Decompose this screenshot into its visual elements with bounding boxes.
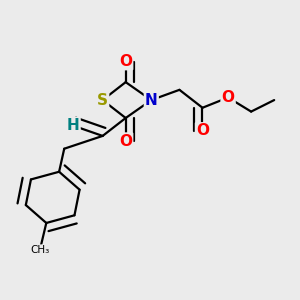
Text: CH₃: CH₃ [30, 245, 50, 255]
Text: N: N [145, 93, 158, 108]
Text: O: O [119, 134, 132, 148]
Text: O: O [196, 123, 209, 138]
Text: H: H [67, 118, 80, 133]
Text: O: O [222, 90, 235, 105]
Text: O: O [119, 54, 132, 69]
Text: S: S [97, 93, 108, 108]
